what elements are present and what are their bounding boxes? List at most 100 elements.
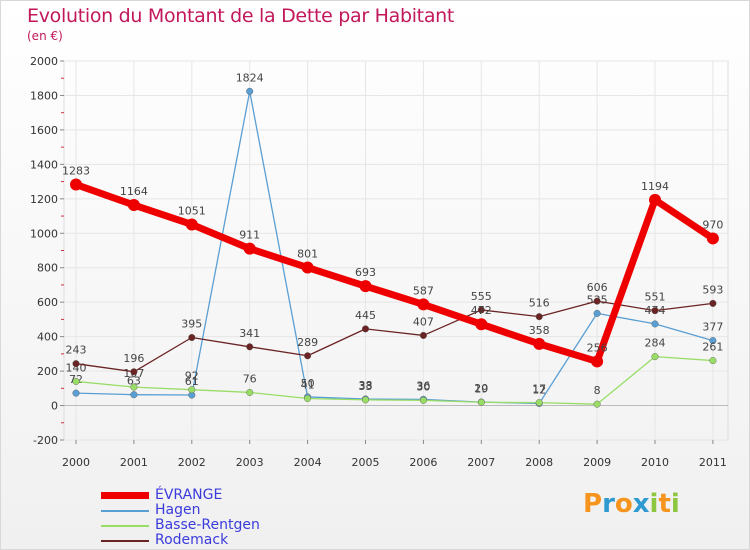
- data-label-rodemack: 551: [645, 291, 666, 304]
- logo-letter: r: [602, 489, 615, 519]
- data-point-basse-rentgen: [72, 377, 80, 385]
- data-point-rodemack: [477, 306, 485, 314]
- data-label-hagen: 38: [359, 379, 373, 392]
- data-point-basse-rentgen: [304, 394, 312, 402]
- x-tick-label: 2005: [352, 456, 380, 469]
- data-label-rodemack: 445: [355, 309, 376, 322]
- data-label--vrange: 693: [355, 266, 376, 279]
- y-tick-label: 200: [37, 365, 58, 378]
- data-point--vrange: [591, 355, 604, 368]
- series-line-basse-rentgen: [75, 355, 714, 405]
- data-label-rodemack: 516: [529, 297, 550, 310]
- data-point--vrange: [475, 318, 488, 331]
- proxiti-logo: Proxiti: [583, 489, 680, 519]
- data-label--vrange: 1194: [641, 180, 669, 193]
- x-tick-label: 2004: [294, 456, 322, 469]
- y-tick-label: 1600: [30, 124, 58, 137]
- logo-letter: P: [583, 489, 603, 519]
- data-label-hagen: 63: [127, 375, 141, 388]
- data-point-hagen: [246, 87, 254, 95]
- data-label--vrange: 970: [702, 218, 723, 231]
- data-point-rodemack: [362, 325, 370, 333]
- y-tick-label: 400: [37, 331, 58, 344]
- series-line-rodemack: [75, 300, 714, 373]
- x-tick-label: 2000: [62, 456, 90, 469]
- legend-label: ÉVRANGE: [155, 487, 223, 503]
- x-tick-label: 2006: [409, 456, 437, 469]
- data-label-basse-rentgen: 261: [702, 341, 723, 354]
- data-point-basse-rentgen: [419, 396, 427, 404]
- data-label-basse-rentgen: 41: [301, 378, 315, 391]
- y-tick-label: 800: [37, 262, 58, 275]
- data-label-rodemack: 593: [702, 283, 723, 296]
- legend-item-hagen: Hagen: [101, 503, 260, 518]
- data-label-rodemack: 395: [181, 317, 202, 330]
- data-label--vrange: 587: [413, 284, 434, 297]
- data-point--vrange: [417, 298, 430, 311]
- plot-area: [63, 60, 729, 441]
- data-point--vrange: [359, 280, 372, 293]
- chart-subtitle: (en €): [27, 29, 63, 43]
- data-label-rodemack: 196: [123, 352, 144, 365]
- data-label-hagen: 50: [301, 377, 315, 390]
- x-tick-label: 2001: [120, 456, 148, 469]
- data-point-basse-rentgen: [130, 383, 138, 391]
- data-point--vrange: [127, 199, 140, 212]
- series-line-hagen: [75, 90, 714, 405]
- data-point--vrange: [533, 337, 546, 350]
- data-label-basse-rentgen: 76: [243, 372, 257, 385]
- data-point-hagen: [651, 320, 659, 328]
- data-label-rodemack: 555: [471, 290, 492, 303]
- data-label-basse-rentgen: 33: [359, 380, 373, 393]
- data-point--vrange: [70, 178, 82, 191]
- data-point--vrange: [706, 232, 719, 245]
- data-point-basse-rentgen: [593, 400, 601, 408]
- data-point--vrange: [185, 218, 198, 231]
- legend-label: Rodemack: [155, 532, 229, 548]
- y-tick-label: 2000: [30, 55, 58, 68]
- x-tick-label: 2002: [178, 456, 206, 469]
- data-point-basse-rentgen: [477, 398, 485, 406]
- x-tick-label: 2009: [583, 456, 611, 469]
- data-point-rodemack: [419, 331, 427, 339]
- legend-swatch: [101, 509, 149, 512]
- chart-title: Evolution du Montant de la Dette par Hab…: [27, 5, 455, 27]
- data-point-hagen: [72, 389, 80, 397]
- y-tick-label: 1400: [30, 158, 58, 171]
- x-tick-label: 2010: [641, 456, 669, 469]
- legend-swatch: [101, 492, 149, 499]
- legend-label: Hagen: [155, 502, 201, 518]
- legend-swatch: [101, 539, 149, 542]
- logo-letter: x: [632, 489, 650, 519]
- data-label-hagen: 12: [532, 383, 546, 396]
- data-label-basse-rentgen: 30: [416, 380, 430, 393]
- logo-letter: i: [649, 489, 659, 519]
- data-point-basse-rentgen: [651, 353, 659, 361]
- data-label-rodemack: 341: [239, 327, 260, 340]
- data-label-basse-rentgen: 8: [594, 384, 601, 397]
- data-label-rodemack: 243: [66, 344, 87, 357]
- data-label-hagen: 61: [185, 375, 199, 388]
- legend-item-basse-rentgen: Basse-Rentgen: [101, 518, 260, 533]
- data-label--vrange: 358: [529, 324, 550, 337]
- data-label--vrange: 911: [239, 229, 260, 242]
- data-label-hagen: 20: [474, 382, 488, 395]
- data-label-rodemack: 606: [587, 281, 608, 294]
- chart-legend: ÉVRANGE Hagen Basse-Rentgen Rodemack: [101, 488, 260, 548]
- data-point--vrange: [243, 242, 256, 255]
- data-label-hagen: 377: [702, 321, 723, 334]
- data-label-basse-rentgen: 284: [645, 337, 666, 350]
- x-tick-label: 2008: [525, 456, 553, 469]
- data-point-basse-rentgen: [246, 388, 254, 396]
- data-label-rodemack: 289: [297, 336, 318, 349]
- data-label-basse-rentgen: 92: [185, 370, 199, 383]
- legend-item--vrange: ÉVRANGE: [101, 488, 260, 503]
- data-label-hagen: 1824: [236, 71, 264, 84]
- data-point-basse-rentgen: [188, 386, 196, 394]
- logo-letter: t: [658, 489, 671, 519]
- x-tick-label: 2003: [236, 456, 264, 469]
- data-point-rodemack: [709, 299, 717, 307]
- legend-swatch: [101, 524, 149, 527]
